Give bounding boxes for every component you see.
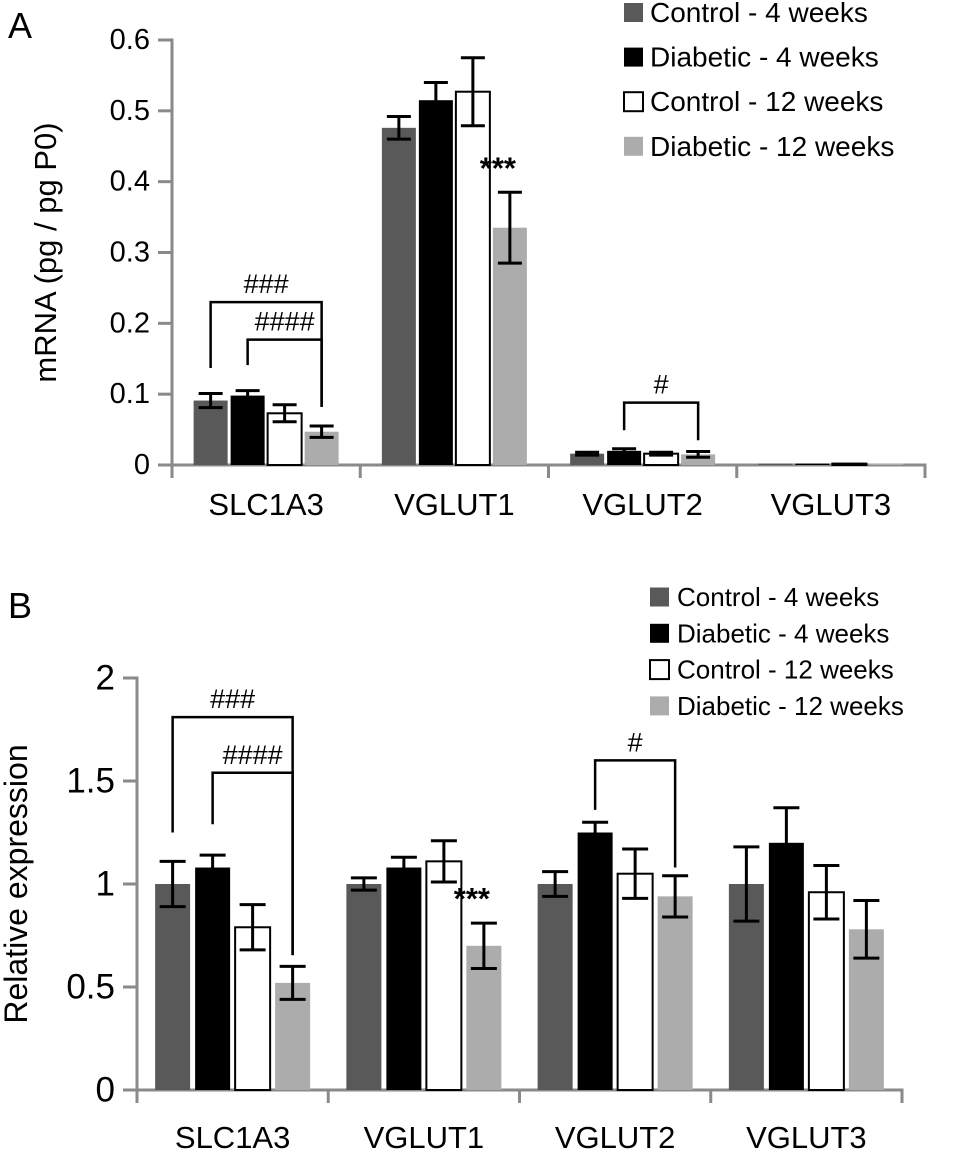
bar-vglut2-s3	[657, 896, 693, 1090]
significance-star-label: ***	[454, 881, 491, 916]
significance-hash-label: ####	[223, 740, 283, 770]
y-axis-title: Relative expression	[0, 744, 34, 1023]
bar-vglut2-s0	[537, 884, 573, 1090]
y-tick-label: 0	[134, 449, 150, 481]
bar-vglut3-s1	[768, 842, 804, 1090]
significance-hash-label: #	[628, 727, 643, 757]
bar-vglut1-s1	[418, 100, 453, 465]
legend-label: Control - 4 weeks	[650, 0, 868, 28]
bar-vglut1-s2	[425, 860, 463, 1092]
legend-swatch	[624, 47, 643, 67]
legend-swatch	[624, 136, 643, 156]
bar-slc1a3-s2	[234, 926, 272, 1092]
legend-label: Diabetic - 4 weeks	[677, 618, 889, 648]
category-label: VGLUT3	[771, 487, 892, 522]
legend-swatch	[623, 91, 644, 113]
y-axis-title: mRNA (pg / pg P0)	[28, 122, 63, 382]
legend-label: Control - 4 weeks	[677, 582, 879, 612]
bar-slc1a3-s1	[195, 867, 231, 1090]
bar-vglut2-s0	[570, 453, 605, 465]
y-tick-label: 0.5	[66, 968, 115, 1007]
bar-slc1a3-s0	[193, 400, 228, 465]
bar-vglut1-s2	[454, 90, 491, 466]
bar-vglut2-s2	[616, 872, 654, 1092]
bar-vglut1-s1	[386, 867, 422, 1090]
category-label: VGLUT1	[364, 1120, 485, 1155]
bar-slc1a3-s1	[230, 395, 265, 465]
y-tick-label: 1.5	[66, 762, 115, 801]
legend-swatch	[649, 659, 670, 681]
panel-a: A 0 0.1 0.2 0.3 0.4 0.5 0.6 SLC1A3 VGLUT1 VGLUT2 VG…	[8, 0, 927, 522]
legend-label: Control - 12 weeks	[677, 655, 894, 685]
bar-vglut3-s2	[807, 891, 845, 1091]
y-tick-label: 2	[96, 659, 115, 698]
significance-hash-label: ####	[255, 307, 315, 337]
y-tick-label: 0.5	[110, 95, 150, 127]
category-label: SLC1A3	[175, 1120, 290, 1155]
legend-swatch	[624, 3, 643, 22]
legend-swatch	[650, 623, 669, 643]
bar-vglut1-s0	[346, 884, 382, 1090]
y-tick-label: 0.1	[110, 378, 150, 410]
legend-swatch	[650, 696, 669, 716]
y-tick-label: 0	[96, 1071, 115, 1110]
legend-label: Diabetic - 12 weeks	[677, 691, 904, 721]
panel-b: B 0 0.5 1 1.5 2 SLC1A3 VGLUT1 VGLUT2 VGLUT3 Relati…	[0, 582, 904, 1155]
y-tick-label: 0.4	[110, 166, 150, 198]
panel-letter: B	[8, 585, 32, 626]
significance-hash-label: #	[654, 370, 669, 400]
significance-hash-label: ###	[210, 684, 255, 714]
bar-vglut3-s1	[795, 463, 830, 465]
significance-bracket	[622, 401, 700, 441]
category-label: VGLUT1	[394, 487, 515, 522]
y-tick-label: 0.2	[110, 307, 150, 339]
category-label: VGLUT3	[746, 1120, 867, 1155]
legend-swatch	[650, 587, 669, 607]
panel-letter: A	[8, 5, 32, 46]
bar-vglut2-s1	[577, 832, 613, 1090]
bar-vglut3-s0	[758, 463, 793, 465]
significance-bracket	[211, 771, 294, 956]
significance-bracket	[593, 759, 677, 868]
legend-label: Diabetic - 4 weeks	[650, 42, 879, 73]
bar-slc1a3-s0	[155, 884, 191, 1090]
category-label: VGLUT2	[582, 487, 703, 522]
bar-vglut3-s2	[831, 462, 868, 467]
significance-star-label: ***	[480, 150, 517, 185]
bar-vglut2-s3	[681, 454, 716, 465]
category-label: VGLUT2	[555, 1120, 676, 1155]
legend-label: Control - 12 weeks	[650, 86, 883, 117]
y-tick-label: 0.3	[110, 237, 150, 269]
bar-vglut3-s3	[869, 463, 904, 465]
y-tick-label: 1	[96, 865, 115, 904]
significance-bracket	[246, 338, 323, 407]
bar-vglut1-s0	[381, 127, 416, 465]
bar-vglut1-s3	[492, 227, 527, 465]
category-label: SLC1A3	[208, 487, 323, 522]
y-tick-label: 0.6	[110, 24, 150, 56]
legend-label: Diabetic - 12 weeks	[650, 131, 894, 162]
significance-hash-label: ###	[244, 269, 289, 299]
